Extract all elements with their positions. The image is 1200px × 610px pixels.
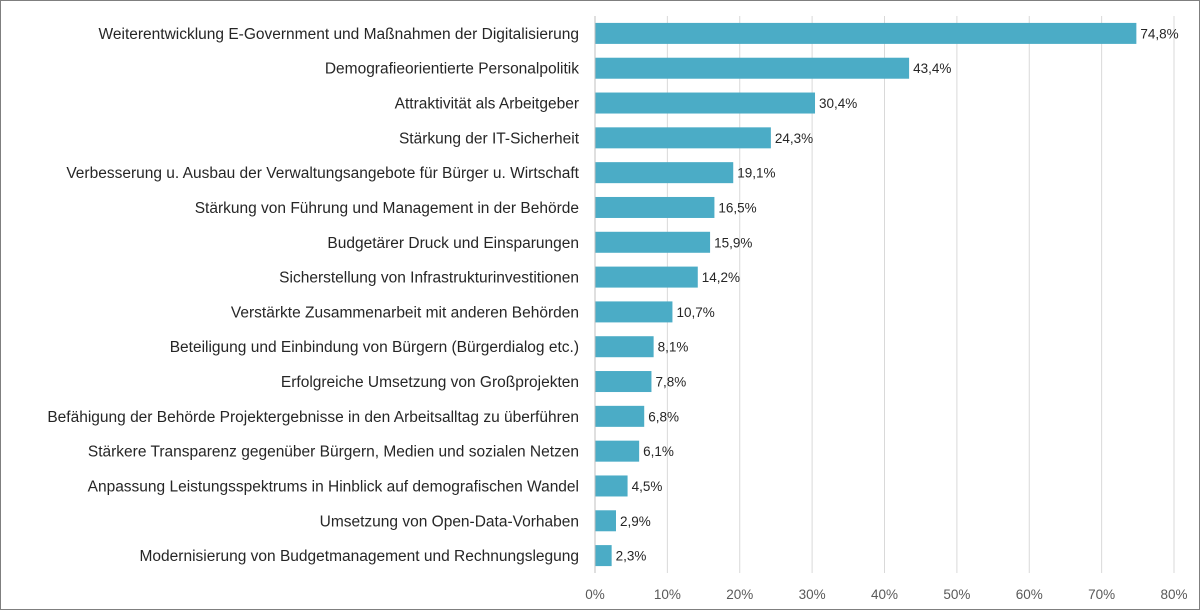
value-label: 7,8% [655,375,686,390]
category-label: Erfolgreiche Umsetzung von Großprojekten [281,374,579,391]
category-label: Demografieorientierte Personalpolitik [325,61,579,78]
bar-10 [595,336,654,358]
category-label: Stärkung der IT-Sicherheit [399,130,580,147]
bar-13 [595,440,640,462]
value-label: 2,9% [620,514,651,529]
x-tick-label: 20% [726,587,753,602]
bar-2 [595,57,910,79]
value-label: 74,8% [1140,26,1178,41]
x-tick-label: 0% [585,587,605,602]
x-tick-label: 50% [943,587,970,602]
value-label: 24,3% [775,131,813,146]
value-label: 8,1% [658,340,689,355]
value-label: 10,7% [676,305,714,320]
value-label: 2,3% [616,549,647,564]
bar-1 [595,22,1137,44]
x-tick-label: 60% [1016,587,1043,602]
category-label: Befähigung der Behörde Projektergebnisse… [47,409,579,426]
value-label: 30,4% [819,96,857,111]
bar-16 [595,545,612,567]
category-label: Verstärkte Zusammenarbeit mit anderen Be… [231,304,579,321]
bar-14 [595,475,628,497]
category-label: Modernisierung von Budgetmanagement und … [140,548,579,565]
value-label: 16,5% [718,200,756,215]
value-label: 6,8% [648,409,679,424]
value-label: 4,5% [632,479,663,494]
category-label: Stärkere Transparenz gegenüber Bürgern, … [88,444,579,461]
category-label: Verbesserung u. Ausbau der Verwaltungsan… [66,165,579,182]
category-label: Weiterentwicklung E-Government und Maßna… [99,26,579,43]
bar-3 [595,92,816,114]
bar-9 [595,301,673,323]
x-tick-label: 80% [1160,587,1187,602]
value-label: 6,1% [643,444,674,459]
x-tick-label: 30% [799,587,826,602]
category-label: Attraktivität als Arbeitgeber [395,96,579,113]
bar-8 [595,266,698,288]
bar-15 [595,510,616,532]
x-tick-label: 10% [654,587,681,602]
value-label: 15,9% [714,235,752,250]
category-label: Budgetärer Druck und Einsparungen [327,235,579,252]
bar-4 [595,127,771,149]
bar-5 [595,162,734,184]
bar-6 [595,196,715,218]
value-label: 43,4% [913,61,951,76]
category-label: Sicherstellung von Infrastrukturinvestit… [279,270,579,287]
bar-7 [595,231,711,253]
value-label: 19,1% [737,166,775,181]
category-label: Beteiligung und Einbindung von Bürgern (… [170,339,579,356]
value-label: 14,2% [702,270,740,285]
x-tick-label: 70% [1088,587,1115,602]
bar-12 [595,405,645,427]
category-label: Anpassung Leistungsspektrums in Hinblick… [88,478,579,495]
category-label: Stärkung von Führung und Management in d… [195,200,579,217]
x-tick-label: 40% [871,587,898,602]
bar-11 [595,371,652,393]
category-label: Umsetzung von Open-Data-Vorhaben [320,513,579,530]
